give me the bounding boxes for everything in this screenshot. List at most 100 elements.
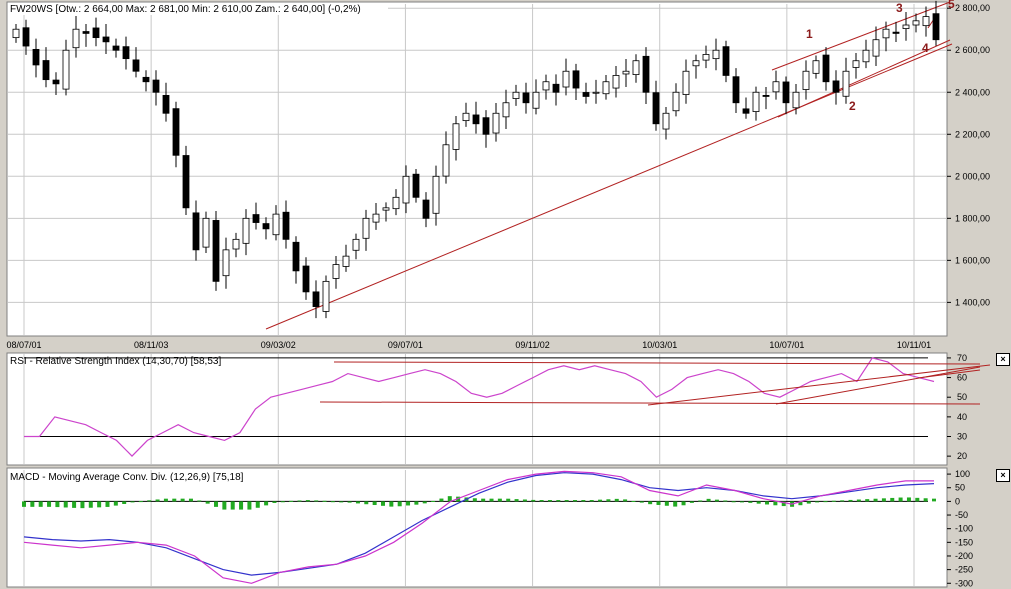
macd-histogram-bar [765, 501, 770, 505]
price-candle [572, 63, 580, 101]
macd-histogram-bar [30, 501, 35, 507]
price-candle [52, 72, 60, 95]
price-candle [532, 79, 540, 115]
price-candle [592, 79, 600, 104]
price-candle [162, 82, 170, 122]
price-x-tick-label: 10/07/01 [769, 340, 804, 350]
macd-histogram-bar [714, 499, 719, 502]
price-candle [32, 38, 40, 78]
price-candle [62, 39, 70, 96]
price-candle [632, 54, 640, 83]
rsi-y-tick-label: 60 [957, 373, 967, 383]
macd-histogram-bar [247, 501, 252, 510]
price-y-tick-label: 2 600,00 [955, 45, 990, 55]
wave-label-4: 4 [922, 41, 929, 55]
macd-histogram-bar [255, 501, 260, 508]
macd-histogram-bar [113, 501, 118, 506]
macd-histogram-bar [598, 499, 603, 502]
macd-histogram-bar [848, 499, 853, 502]
price-candle [582, 82, 590, 104]
price-candle [322, 275, 330, 319]
price-candle [652, 80, 660, 131]
price-candle [352, 233, 360, 260]
macd-y-tick-label: -200 [955, 551, 973, 561]
macd-histogram-bar [639, 501, 644, 503]
price-candle [342, 244, 350, 272]
macd-histogram-bar [205, 501, 210, 504]
price-candle [222, 237, 230, 289]
macd-histogram-bar [330, 501, 335, 503]
price-candle [752, 86, 760, 121]
rsi-close-button[interactable]: × [996, 353, 1010, 366]
macd-histogram-bar [397, 501, 402, 507]
macd-histogram-bar [355, 501, 360, 504]
price-candle [682, 59, 690, 104]
macd-histogram-bar [197, 500, 202, 502]
price-candle [562, 58, 570, 96]
macd-histogram-bar [55, 501, 60, 508]
macd-histogram-bar [664, 501, 669, 506]
price-x-tick-label: 10/11/01 [897, 340, 931, 350]
price-candle [292, 236, 300, 284]
price-candle [312, 280, 320, 319]
macd-histogram-bar [180, 498, 185, 502]
price-candle [622, 59, 630, 87]
price-y-tick-label: 2 000,00 [955, 171, 990, 181]
macd-histogram-bar [823, 501, 828, 503]
rsi-y-tick-label: 20 [957, 451, 967, 461]
macd-histogram-bar [447, 496, 452, 502]
macd-histogram-bar [689, 501, 694, 503]
price-candle [902, 11, 910, 41]
rsi-trendline [333, 361, 981, 365]
price-candle [692, 54, 700, 79]
macd-histogram-bar [230, 501, 235, 510]
macd-histogram-bar [155, 499, 160, 502]
macd-close-button[interactable]: × [996, 469, 1010, 482]
macd-histogram-bar [188, 498, 193, 502]
macd-histogram-bar [364, 501, 369, 505]
price-candle [132, 47, 140, 78]
macd-chart: 100 50 0 -50 -100 -150 -200 -250 -300 MACD - Mov… [6, 467, 973, 588]
macd-histogram-bar [172, 498, 177, 502]
price-candle [272, 205, 280, 241]
macd-histogram-bar [214, 501, 219, 507]
price-y-tick-label: 1 800,00 [955, 213, 990, 223]
macd-histogram-bar [673, 501, 678, 507]
price-candle [792, 84, 800, 115]
price-x-tick-label: 08/07/01 [6, 340, 41, 350]
price-candle [882, 21, 890, 52]
macd-histogram-bar [606, 499, 611, 502]
macd-histogram-bar [731, 501, 736, 503]
price-candle [802, 60, 810, 100]
price-candle [182, 145, 190, 215]
price-candle [812, 55, 820, 79]
price-candle [732, 68, 740, 114]
price-candle [502, 89, 510, 130]
macd-histogram-bar [280, 501, 285, 503]
price-candle [832, 70, 840, 105]
macd-histogram-bar [539, 500, 544, 502]
macd-y-tick-label: -150 [955, 537, 973, 547]
macd-histogram-bar [497, 498, 502, 502]
price-x-tick-label: 08/11/03 [134, 340, 168, 350]
macd-histogram-bar [898, 497, 903, 502]
macd-histogram-bar [339, 501, 344, 503]
price-candle [82, 23, 90, 47]
macd-histogram-bar [589, 500, 594, 502]
macd-histogram-bar [422, 501, 427, 504]
price-candle [372, 202, 380, 230]
macd-histogram-bar [522, 499, 527, 502]
price-candle [442, 131, 450, 184]
macd-histogram-bar [773, 501, 778, 506]
macd-histogram-bar [406, 501, 411, 506]
macd-histogram-bar [105, 501, 110, 507]
macd-histogram-bar [22, 501, 26, 507]
macd-histogram-bar [264, 501, 269, 506]
macd-histogram-bar [547, 500, 552, 502]
macd-histogram-bar [122, 501, 127, 504]
macd-histogram-bar [163, 498, 168, 502]
macd-histogram-bar [347, 501, 352, 503]
macd-y-tick-label: -300 [955, 578, 973, 588]
macd-histogram-bar [873, 498, 878, 502]
